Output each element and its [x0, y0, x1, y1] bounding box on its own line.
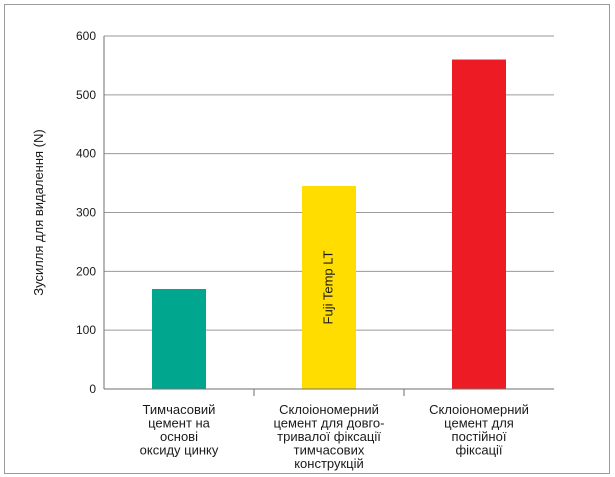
y-tick-label: 300 [76, 206, 96, 220]
x-category-label: Тимчасовий цемент на основі оксиду цинку [140, 402, 219, 458]
axes [103, 36, 554, 396]
x-category-label: Склоіономерний цемент для постійної фіксаці… [429, 402, 529, 458]
y-axis-title: Зусилля для видалення (N) [31, 129, 46, 295]
bar-label: Fuji Temp LT [320, 250, 335, 324]
y-tick-label: 100 [76, 323, 96, 337]
bar [452, 59, 506, 390]
bar [302, 186, 356, 389]
y-tick-label: 400 [76, 147, 96, 161]
x-category-label: Склоіономерний цемент для довго-тривалої … [273, 402, 384, 471]
y-tick-label: 0 [89, 382, 96, 396]
y-tick-label: 600 [76, 29, 96, 43]
bar [152, 288, 206, 389]
bars [152, 59, 506, 390]
labels: 0 100 200 300 400 500 600 Тимчасовий цемент на ос… [31, 29, 529, 471]
y-tick-label: 200 [76, 264, 96, 278]
y-tick-label: 500 [76, 88, 96, 102]
